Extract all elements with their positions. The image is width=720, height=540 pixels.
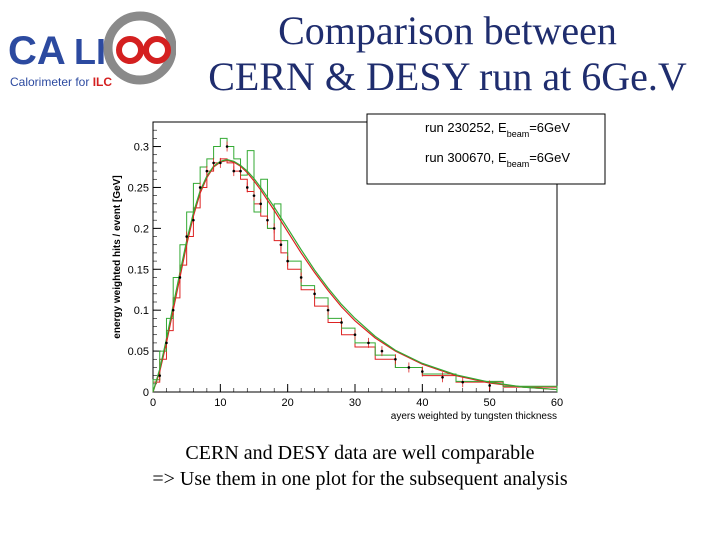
x-tick-label: 10	[214, 397, 226, 409]
caption-line1: CERN and DESY data are well comparable	[185, 442, 535, 464]
legend-box	[366, 113, 606, 185]
logo-text-ca: CA	[8, 29, 66, 73]
slide-title-line2: CERN & DESY run at 6Ge.V	[208, 54, 687, 99]
data-point	[380, 349, 384, 353]
x-tick-label: 40	[416, 397, 428, 409]
data-point	[239, 169, 242, 173]
y-tick-label: 0.05	[128, 346, 149, 358]
data-point	[252, 194, 256, 197]
data-point	[178, 276, 182, 279]
slide-caption: CERN and DESY data are well comparable =…	[60, 440, 660, 492]
legend-entry-2: run 300670, Ebeam=6GeV	[425, 150, 570, 169]
data-point	[286, 259, 289, 263]
data-point	[198, 186, 202, 189]
slide-title: Comparison between CERN & DESY run at 6G…	[180, 8, 715, 100]
x-tick-label: 20	[282, 397, 294, 409]
data-point	[192, 218, 195, 222]
y-tick-label: 0.2	[134, 223, 149, 235]
logo-subtitle-accent: ILC	[93, 75, 113, 89]
data-point	[488, 384, 491, 387]
longitudinal-profile-chart: energy weighted hits / event [GeV] ayers…	[105, 110, 615, 425]
data-point	[225, 145, 229, 148]
data-point	[313, 292, 316, 296]
data-point	[279, 243, 283, 247]
y-tick-label: 0	[143, 387, 149, 399]
logo-e-icon-2	[143, 36, 171, 64]
data-point	[421, 370, 424, 373]
y-tick-label: 0.25	[128, 182, 149, 194]
data-point	[259, 202, 263, 206]
data-point	[407, 366, 411, 369]
data-point	[165, 341, 168, 345]
logo-subtitle: Calorimeter for	[10, 75, 93, 89]
data-point	[461, 380, 465, 384]
data-point	[232, 169, 236, 173]
desy-histogram	[152, 137, 558, 392]
logo-text-li: LI	[74, 31, 106, 72]
y-tick-label: 0.1	[134, 305, 149, 317]
x-tick-label: 30	[349, 397, 361, 409]
data-point	[266, 218, 269, 222]
data-point	[367, 341, 370, 345]
data-point	[299, 276, 303, 279]
svg-text:Calorimeter for ILC: Calorimeter for ILC	[10, 75, 112, 89]
data-point	[353, 333, 357, 337]
data-point	[212, 161, 215, 165]
data-point	[394, 357, 397, 361]
data-point	[340, 321, 343, 324]
calice-logo: CA LI Calorimeter for ILC	[4, 6, 177, 92]
y-axis-label: energy weighted hits / event [GeV]	[112, 175, 123, 338]
x-tick-label: 0	[150, 397, 156, 409]
data-point	[272, 227, 276, 230]
y-tick-label: 0.15	[128, 264, 149, 276]
caption-line2: => Use them in one plot for the subseque…	[152, 468, 568, 490]
desy-fit-curve	[152, 159, 558, 393]
data-point	[185, 235, 188, 238]
data-point	[205, 169, 209, 173]
data-point	[158, 374, 162, 377]
slide-title-line1: Comparison between	[278, 8, 617, 53]
data-point	[219, 161, 222, 165]
data-point	[171, 308, 175, 312]
logo-e-icon-1	[116, 36, 144, 64]
y-tick-label: 0.3	[134, 142, 149, 154]
data-point	[441, 375, 444, 379]
x-axis-label: ayers weighted by tungsten thickness	[391, 411, 557, 422]
chart-legend: run 230252, Ebeam=6GeV run 300670, Ebeam=…	[366, 113, 606, 185]
logo-ring-icon	[103, 11, 177, 85]
data-point	[245, 186, 249, 189]
cern-histogram	[152, 158, 558, 392]
legend-entry-1: run 230252, Ebeam=6GeV	[425, 120, 570, 139]
data-point	[326, 308, 330, 312]
x-tick-label: 50	[484, 397, 496, 409]
cern-fit-curve	[152, 159, 558, 393]
x-tick-label: 60	[551, 397, 563, 409]
